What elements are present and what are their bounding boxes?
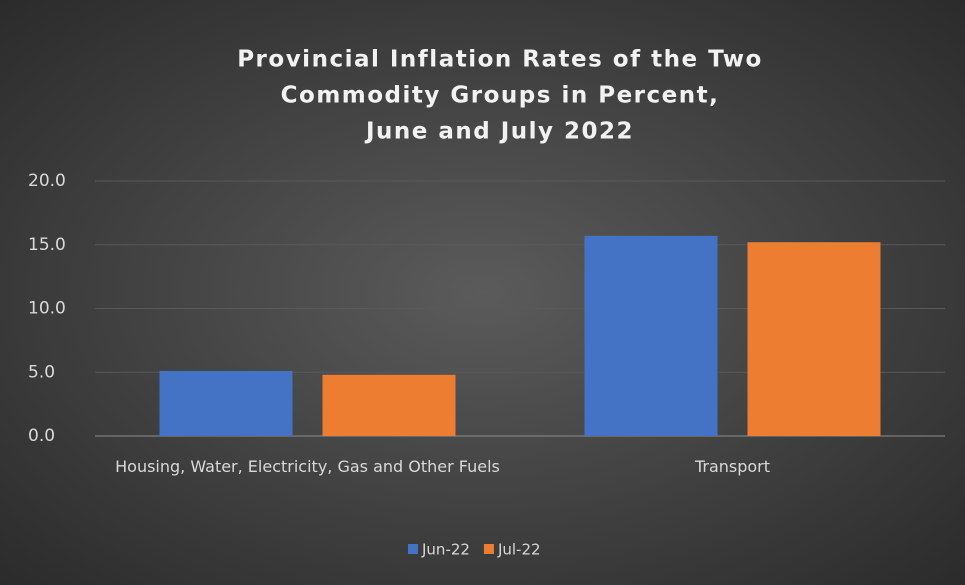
legend-label: Jul-22 <box>497 541 541 559</box>
bar <box>322 374 456 436</box>
y-tick-label: 5.0 <box>28 362 55 382</box>
chart-title: Provincial Inflation Rates of the Two <box>237 47 763 73</box>
x-tick-label: Transport <box>694 457 771 476</box>
bar <box>159 370 293 436</box>
legend-label: Jun-22 <box>421 541 470 559</box>
legend-swatch <box>483 544 494 554</box>
legend-swatch <box>408 544 418 554</box>
y-tick-label: 0.0 <box>28 426 55 446</box>
y-tick-label: 10.0 <box>28 299 66 319</box>
y-tick-label: 20.0 <box>28 171 66 191</box>
bar <box>747 242 881 436</box>
y-tick-label: 15.0 <box>28 235 66 255</box>
chart-title: June and July 2022 <box>364 119 634 145</box>
chart-title: Commodity Groups in Percent, <box>281 83 720 109</box>
bar <box>584 235 718 436</box>
x-tick-label: Housing, Water, Electricity, Gas and Oth… <box>115 457 500 476</box>
